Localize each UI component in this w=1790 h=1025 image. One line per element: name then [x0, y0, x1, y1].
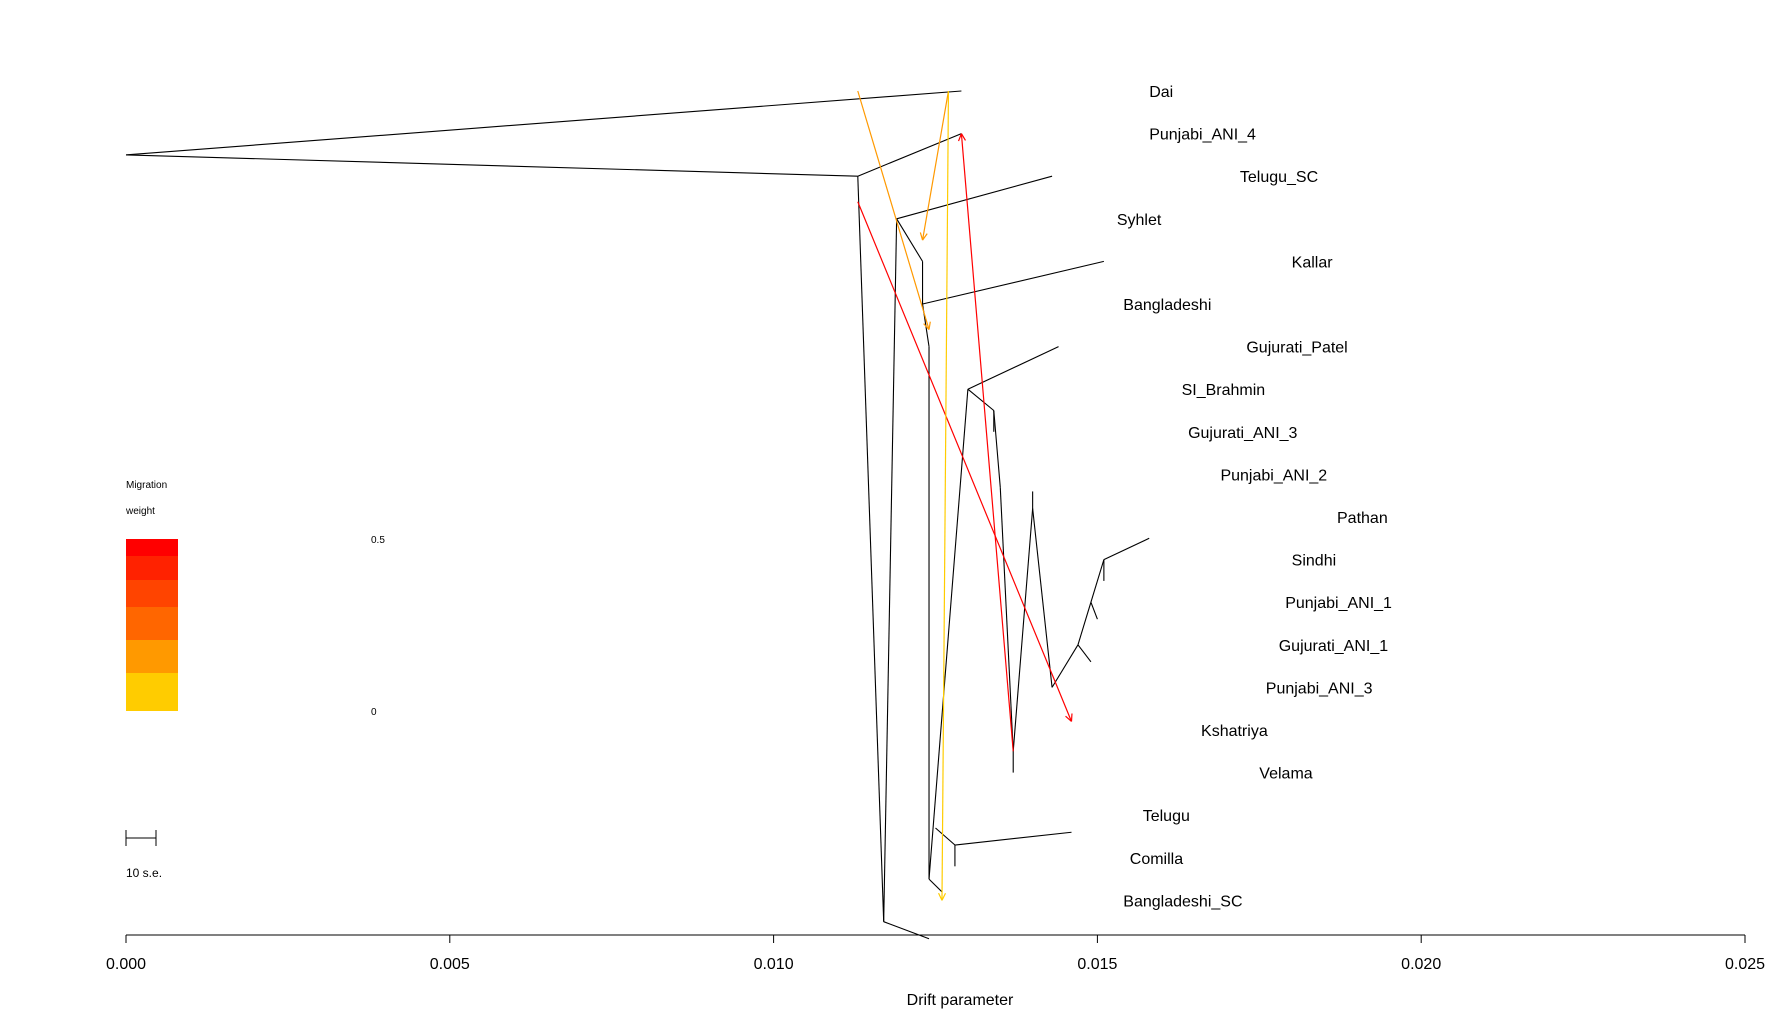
x-tick-label: 0.010: [754, 956, 794, 973]
legend-swatch: [126, 539, 178, 556]
legend-color-scale: [126, 539, 178, 711]
x-tick-label: 0.005: [430, 956, 470, 973]
tree-edge: [896, 218, 924, 262]
legend-title-line-2: weight: [125, 506, 155, 517]
leaf-label: Punjabi_ANI_3: [1266, 680, 1373, 697]
x-axis-ticks: 0.000 0.005 0.010 0.015 0.020 0.025: [106, 935, 1765, 973]
tree-edge: [883, 921, 930, 940]
x-axis-title: Drift parameter: [907, 992, 1014, 1009]
x-tick-label: 0.015: [1077, 956, 1117, 973]
x-tick-label: 0.000: [106, 956, 146, 973]
leaf-label: Kshatriya: [1201, 723, 1268, 740]
tree-edge: [857, 176, 885, 922]
leaf-label: Bangladeshi_SC: [1123, 893, 1242, 910]
leaf-label: SI_Brahmin: [1182, 382, 1266, 399]
legend-title-line-1: Migration: [126, 480, 167, 491]
migration-arrowhead: [923, 321, 931, 330]
scale-bar: 10 s.e.: [125, 830, 162, 880]
tree-edge: [967, 388, 995, 411]
tree-edge: [928, 878, 943, 893]
legend-swatch: [126, 640, 178, 673]
tree-edge: [1090, 602, 1098, 620]
tree-edge: [1077, 644, 1092, 663]
leaf-labels: Dai Punjabi_ANI_4 Telugu_SC Syhlet Kallar Ban…: [1117, 84, 1392, 910]
leaf-label: Gujurati_ANI_3: [1188, 425, 1297, 442]
legend-swatch: [126, 580, 178, 607]
migration-edge: [960, 133, 1014, 752]
tree-edge: [1090, 559, 1105, 603]
migration-edge: [857, 90, 930, 330]
tree-edges: [125, 90, 1150, 940]
tree-edge: [954, 831, 1072, 846]
tree-edge: [1012, 508, 1034, 752]
tree-edge: [1103, 537, 1150, 561]
leaf-label: Punjabi_ANI_1: [1285, 595, 1392, 612]
x-axis: 0.000 0.005 0.010 0.015 0.020 0.025 Drift par…: [106, 934, 1765, 1009]
tree-edge: [967, 346, 1059, 390]
tree-edge: [928, 389, 969, 880]
legend-swatch: [126, 607, 178, 640]
tree-edge: [993, 410, 1001, 488]
x-tick-label: 0.020: [1401, 956, 1441, 973]
tree-edge: [922, 260, 1105, 305]
leaf-label: Kallar: [1292, 254, 1334, 271]
legend-swatch: [126, 556, 178, 580]
migration-arrowhead: [919, 232, 928, 241]
migration-legend: Migration weight 0.5 0: [125, 480, 385, 718]
scale-bar-label: 10 s.e.: [126, 866, 162, 880]
leaf-label: Punjabi_ANI_2: [1220, 467, 1327, 484]
leaf-label: Pathan: [1337, 510, 1388, 527]
leaf-label: Comilla: [1130, 851, 1183, 868]
legend-max-label: 0.5: [371, 535, 385, 546]
migration-edge: [921, 90, 950, 241]
leaf-label: Sindhi: [1292, 553, 1336, 570]
migration-arrowhead: [1065, 713, 1073, 722]
legend-swatch: [126, 673, 178, 711]
tree-edge: [999, 487, 1014, 752]
leaf-label: Gujurati_Patel: [1246, 340, 1347, 357]
migration-edge: [941, 90, 950, 901]
tree-edge: [1077, 602, 1092, 645]
tree-edge: [1051, 644, 1079, 688]
leaf-label: Syhlet: [1117, 212, 1162, 229]
leaf-label: Velama: [1259, 766, 1312, 783]
leaf-label: Dai: [1149, 84, 1173, 101]
tree-edge: [883, 218, 898, 922]
leaf-label: Punjabi_ANI_4: [1149, 127, 1256, 144]
tree-edge: [896, 175, 1053, 220]
tree-edge: [125, 154, 858, 177]
tree-edge: [1032, 508, 1053, 688]
migration-edge: [857, 201, 1073, 722]
legend-min-label: 0: [371, 707, 377, 718]
tree-edge: [857, 133, 962, 177]
migration-arrowhead: [938, 892, 947, 901]
leaf-label: Gujurati_ANI_1: [1279, 638, 1388, 655]
migration-edges: [857, 90, 1073, 901]
x-tick-label: 0.025: [1725, 956, 1765, 973]
tree-edge: [125, 90, 962, 156]
leaf-label: Telugu: [1143, 808, 1190, 825]
migration-arrowhead: [957, 133, 966, 142]
tree-edge: [935, 827, 956, 846]
leaf-label: Telugu_SC: [1240, 169, 1318, 186]
leaf-label: Bangladeshi: [1123, 297, 1211, 314]
